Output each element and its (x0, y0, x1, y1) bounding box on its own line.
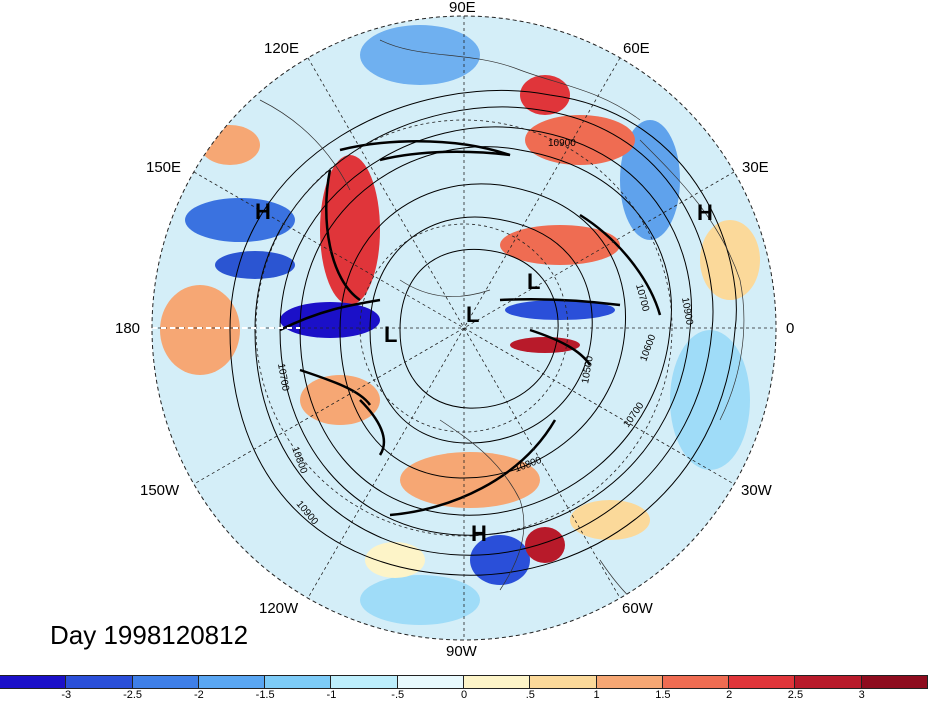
lon-label-120e: 120E (264, 40, 300, 57)
lon-label-60e: 60E (623, 40, 650, 57)
colorbar-tick-label: 1 (593, 689, 600, 701)
anomaly-patch (360, 25, 480, 85)
colorbar-tick-label: -2.5 (123, 689, 143, 701)
colorbar-swatch (330, 675, 398, 689)
colorbar-swatch (65, 675, 133, 689)
anomaly-patch (400, 452, 540, 508)
colorbar-swatch (197, 675, 266, 689)
colorbar-swatch (661, 675, 730, 689)
map-title: Day 1998120812 (50, 620, 249, 650)
anomaly-patch (505, 300, 615, 320)
high-pressure-marker: H (471, 521, 487, 546)
colorbar-tick-label: 0 (460, 689, 468, 701)
lon-label-90w: 90W (446, 643, 477, 660)
colorbar-tick-label: -.5 (391, 689, 405, 701)
colorbar-swatch (595, 675, 663, 689)
anomaly-patch (185, 198, 295, 242)
colorbar-tick-label: -1 (326, 689, 337, 701)
anomaly-patch (570, 500, 650, 540)
colorbar-tick-label: 2 (726, 689, 733, 701)
colorbar-tick-label: .5 (525, 689, 535, 701)
anomaly-patch (470, 535, 530, 585)
low-pressure-marker: L (384, 322, 397, 347)
colorbar-tick-label: -3 (61, 689, 72, 701)
colorbar-tick-label: -1.5 (255, 689, 275, 701)
lon-label-120w: 120W (259, 600, 299, 617)
anomaly-patch (200, 125, 260, 165)
colorbar-swatch (529, 675, 597, 689)
map-boundary (151, 15, 777, 641)
contour-label: 10700 (275, 363, 291, 393)
anomaly-patch (365, 542, 425, 578)
high-pressure-marker: H (697, 200, 713, 225)
high-pressure-marker: H (255, 199, 271, 224)
colorbar-tick-label: 3 (858, 689, 865, 701)
colorbar-swatch (860, 675, 928, 689)
lon-label-90e: 90E (449, 0, 476, 16)
contour-label: 10900 (548, 138, 576, 149)
anomaly-patch (500, 225, 620, 265)
colorbar-swatch (462, 675, 531, 689)
colorbar-swatch (794, 675, 862, 689)
colorbar-swatch (396, 675, 464, 689)
colorbar-tick-label: 2.5 (787, 689, 804, 701)
lon-label-60w: 60W (622, 600, 653, 617)
colorbar-tick-label: 1.5 (655, 689, 671, 701)
anomaly-patch (360, 575, 480, 625)
colorbar-swatch (0, 675, 67, 689)
lon-label-150w: 150W (140, 482, 180, 499)
lon-label-30w: 30W (741, 482, 772, 499)
contour-label: 10900 (679, 297, 695, 327)
height-contours (229, 90, 737, 576)
low-pressure-marker: L (527, 269, 540, 294)
anomaly-patch (510, 337, 580, 353)
colorbar-swatch (264, 675, 332, 689)
colorbar-tick-label: -2 (193, 689, 204, 701)
lon-label-150e: 150E (146, 159, 182, 176)
jet-contours (279, 140, 662, 517)
colorbar-swatch (131, 675, 199, 689)
lon-label-180: 180 (115, 320, 141, 337)
lon-label-30e: 30E (742, 159, 769, 176)
anomaly-patch (215, 251, 295, 279)
colorbar-swatch (728, 675, 796, 689)
anomaly-patch (525, 115, 635, 165)
anomaly-patch (300, 375, 380, 425)
anomaly-patch (280, 302, 380, 338)
anomaly-patch (160, 285, 240, 375)
lon-label-0: 0 (786, 320, 795, 337)
anomaly-patch (670, 330, 750, 470)
contour-label: 10500 (580, 355, 596, 385)
anomaly-patch (520, 75, 570, 115)
colorbar (0, 675, 928, 689)
anomaly-patch (525, 527, 565, 563)
low-pressure-marker: L (466, 302, 479, 327)
